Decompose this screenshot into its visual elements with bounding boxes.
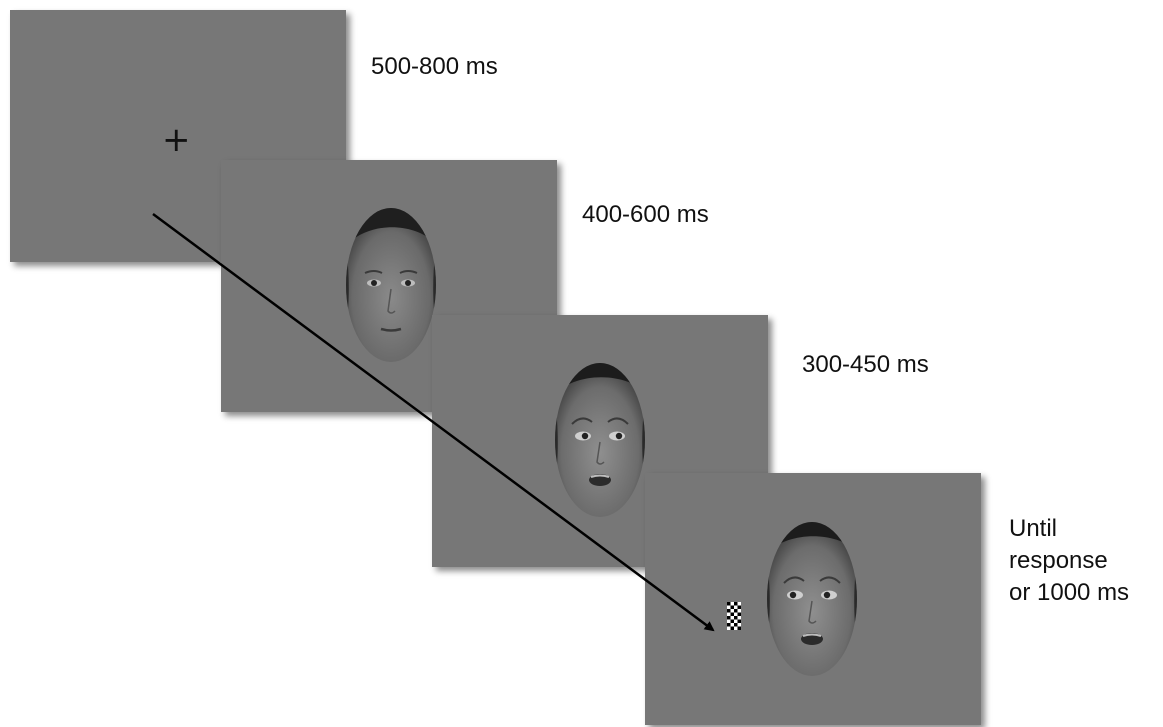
duration-label-fearful-face: 300-450 ms	[802, 351, 929, 378]
checkerboard-target-icon	[727, 602, 741, 630]
fixation-cross-icon: +	[162, 120, 191, 160]
neutral-face-image	[346, 208, 436, 362]
duration-label-neutral-face: 400-600 ms	[582, 201, 709, 228]
duration-label-target: Until response or 1000 ms	[1009, 513, 1159, 609]
duration-label-fixation: 500-800 ms	[371, 53, 498, 80]
target-screen	[645, 473, 981, 725]
duration-line: Until	[1009, 515, 1058, 542]
duration-line: response	[1009, 547, 1108, 574]
duration-line: or 1000 ms	[1009, 579, 1130, 606]
fearful-face-image	[555, 363, 645, 517]
fearful-face-image	[767, 522, 857, 676]
